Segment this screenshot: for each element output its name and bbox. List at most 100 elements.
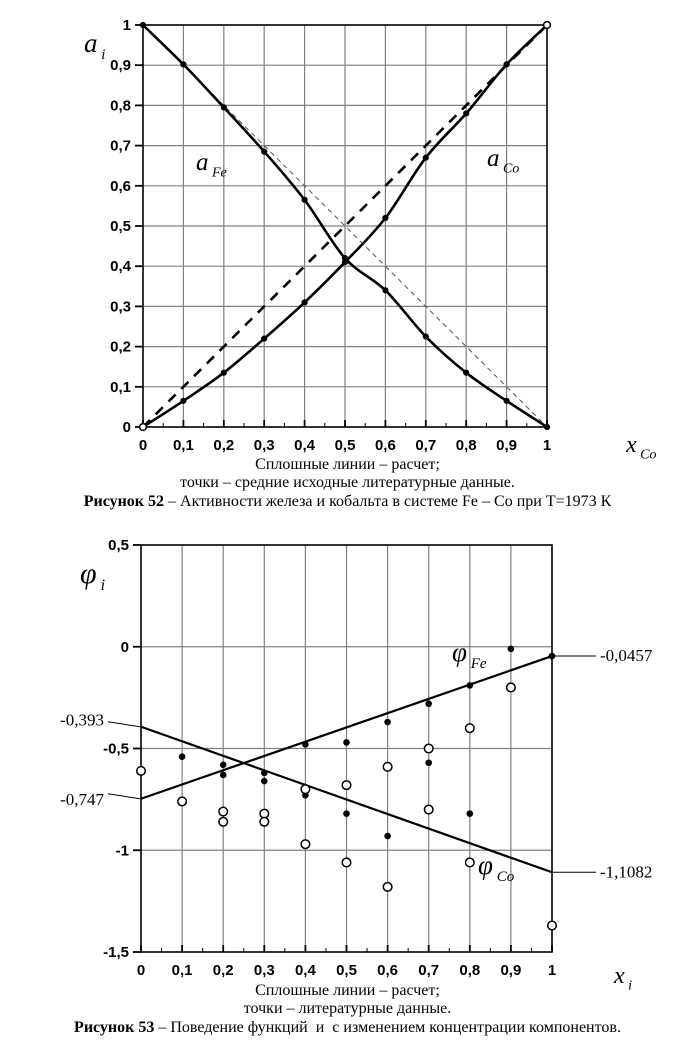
y-tick-label: -0,5: [103, 741, 129, 758]
data-point-filled: [384, 832, 391, 840]
data-point-open: [259, 808, 270, 819]
axis-ticks: [133, 544, 553, 953]
data-point-open: [423, 743, 434, 754]
markers-a-co: [139, 21, 551, 431]
data-point-filled: [384, 718, 391, 726]
data-point-filled: [341, 259, 349, 266]
x-tick-label: 0,5: [336, 962, 357, 979]
markers-a-fe: [139, 21, 551, 431]
x-axis-label: x Co: [625, 432, 657, 462]
tick-labels: 0 0,1 0,2 0,3 0,4 0,5 0,6 0,7 0,8 0,9 1 0 0,1 0,2 0,3 0…: [110, 17, 551, 454]
x-tick-label: 0,3: [254, 437, 275, 454]
annotation-value: -0,747: [60, 790, 104, 809]
data-point-filled: [301, 299, 308, 306]
figure52-chart: 0 0,1 0,2 0,3 0,4 0,5 0,6 0,7 0,8 0,9 1 0 0,1 0,2 0,3 0…: [0, 0, 695, 462]
figure53-note-line2: точки – литературные данные.: [243, 1000, 452, 1017]
data-point-filled: [302, 741, 309, 748]
y-tick-label: 0,4: [110, 258, 132, 275]
data-point-filled: [382, 214, 389, 222]
figure52-caption-label: Рисунок 52: [83, 493, 165, 510]
data-point-filled: [463, 110, 470, 117]
x-tick-label: 0,5: [335, 437, 356, 454]
figure52-notes: Сплошные линии – расчет; точки – средние…: [0, 456, 695, 492]
x-tick-label: 1: [548, 962, 556, 979]
data-point-open: [423, 804, 434, 815]
y-tick-label: 0: [123, 419, 131, 436]
y-axis-label: a i: [84, 28, 105, 63]
figure53-notes: Сплошные линии – расчет; точки – литерат…: [0, 982, 695, 1018]
data-point-filled: [139, 21, 147, 29]
data-point-filled: [466, 682, 474, 689]
line-phi-co: [140, 725, 553, 874]
x-tick-label: 0,7: [415, 437, 436, 454]
x-tick-label: 0,6: [375, 437, 396, 454]
annotation-leader: [107, 721, 141, 728]
y-tick-label: 0,1: [110, 379, 131, 396]
data-point-open: [341, 857, 352, 868]
figure52-caption: Рисунок 52 – Активности железа и кобальт…: [0, 493, 695, 511]
grid-lines: [141, 545, 552, 952]
annotation-value: -1,1082: [600, 862, 652, 881]
data-point-open: [382, 761, 393, 772]
data-point-filled: [180, 397, 187, 404]
data-point-filled: [422, 154, 429, 161]
x-tick-label: 1: [543, 437, 551, 454]
data-point-open: [300, 784, 311, 795]
annotations: -0,393 -0,747 -0,0457 -1,1082: [60, 646, 653, 881]
curve-label-a-co: a Co: [487, 145, 519, 176]
data-point-filled: [507, 645, 515, 653]
figure53-caption-text: – Поведение функций и с изменением конце…: [154, 1019, 621, 1036]
data-point-filled: [548, 652, 556, 660]
y-tick-label: 0,6: [110, 178, 131, 195]
data-point-open: [177, 796, 188, 807]
grid-lines: [143, 25, 547, 427]
x-tick-label: 0: [137, 962, 145, 979]
y-tick-label: 0,5: [110, 218, 131, 235]
x-tick-label: 0,2: [213, 962, 234, 979]
data-point-filled: [503, 397, 510, 404]
annotation-leader: [107, 793, 141, 800]
data-point-filled: [261, 769, 268, 777]
y-tick-label: 0,9: [110, 57, 131, 74]
data-point-open: [259, 816, 270, 827]
y-tick-label: 1: [123, 17, 131, 34]
x-tick-label: 0,8: [459, 962, 480, 979]
data-point-open: [464, 723, 475, 734]
annotation-value: -0,393: [60, 711, 104, 730]
y-tick-label: -1: [116, 842, 129, 859]
data-point-filled: [180, 61, 187, 68]
data-point-filled: [261, 777, 268, 785]
data-point-filled: [425, 700, 433, 708]
data-point-filled: [425, 759, 433, 767]
data-point-filled: [219, 761, 227, 769]
y-tick-label: 0,5: [108, 537, 129, 554]
data-point-filled: [543, 423, 551, 431]
line-phi-fe: [140, 655, 553, 800]
x-axis-label: x i: [613, 963, 632, 990]
data-point-open: [542, 20, 552, 30]
ideal-line-a-co: [142, 24, 548, 428]
annotation-value: -0,0457: [600, 646, 653, 665]
data-point-filled: [422, 333, 429, 340]
x-tick-label: 0,6: [377, 962, 398, 979]
figure52-note-line2: точки – средние исходные литературные да…: [180, 474, 515, 491]
data-point-filled: [219, 771, 227, 779]
data-point-filled: [466, 810, 474, 817]
x-tick-label: 0,3: [254, 962, 275, 979]
data-point-open: [341, 780, 352, 791]
y-tick-label: 0: [121, 639, 129, 656]
curve-label-a-fe: a Fe: [196, 149, 227, 180]
data-point-filled: [343, 810, 350, 817]
x-tick-label: 0,9: [496, 437, 517, 454]
line-label-phi-co: φ Co: [478, 850, 515, 885]
figure53-caption: Рисунок 53 – Поведение функций и с измен…: [0, 1019, 695, 1037]
data-point-open: [138, 422, 148, 432]
data-point-open: [218, 806, 229, 817]
x-tick-label: 0,1: [173, 437, 194, 454]
y-tick-label: -1,5: [103, 944, 129, 961]
figure53-chart: 0 0,1 0,2 0,3 0,4 0,5 0,6 0,7 0,8 0,9 1 0,5 0 -0,5 -1-…: [0, 528, 695, 990]
x-tick-label: 0,4: [295, 962, 317, 979]
x-tick-label: 0,9: [500, 962, 521, 979]
figure52-caption-text: – Активности железа и кобальта в системе…: [164, 493, 612, 510]
